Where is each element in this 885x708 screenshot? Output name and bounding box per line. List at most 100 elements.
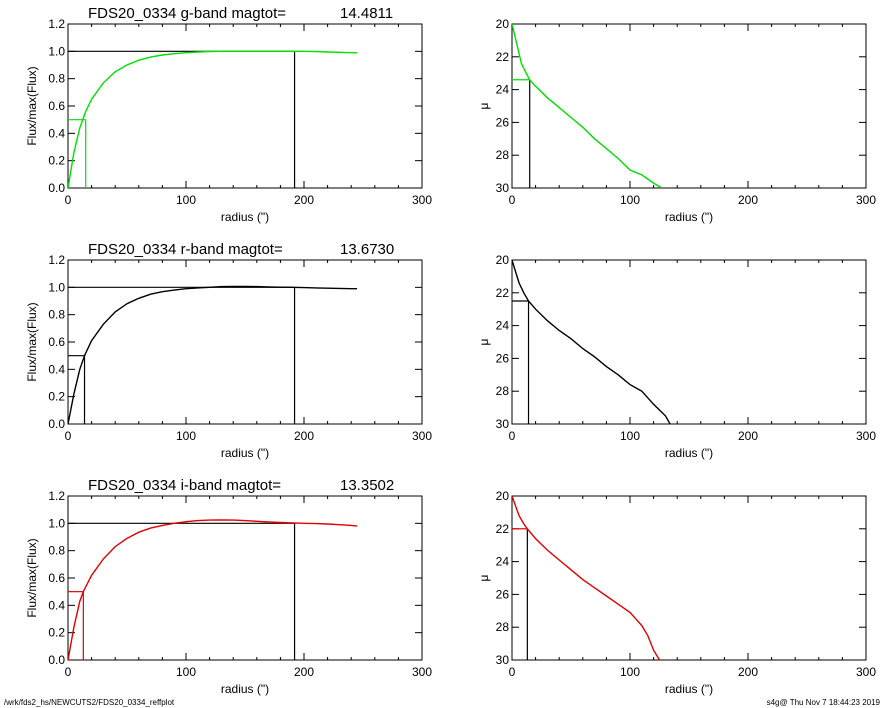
r-surface-brightness-frame: [511, 259, 867, 425]
r-surface-brightness-xtick-label: 200: [738, 429, 758, 443]
i-growth-curve-ylabel: Flux/max(Flux): [25, 538, 39, 617]
g-surface-brightness-ytick-label: 28: [496, 148, 510, 162]
i-growth-curve-series-line: [68, 519, 358, 660]
r-growth-curve-ytick-label: 0.4: [48, 362, 65, 376]
i-growth-curve-ytick-label: 0.6: [48, 571, 65, 585]
r-growth-curve-ytick-label: 1.0: [48, 280, 65, 294]
i-surface-brightness-series-line: [512, 496, 661, 660]
r-surface-brightness-series-line: [512, 260, 671, 424]
r-growth-curve-panel: 0 100 200 300 0.0 0.2 0.4 0.6 0.8 1.0 1.2 radius ("…: [25, 241, 432, 460]
i-growth-curve-xtick-label: 300: [412, 665, 432, 679]
r-growth-curve-ytick-label: 0.0: [48, 417, 65, 431]
r-surface-brightness-ytick-label: 26: [496, 351, 510, 365]
g-growth-curve-xtick-label: 300: [412, 193, 432, 207]
g-surface-brightness-ylabel: μ: [477, 102, 491, 109]
g-growth-curve-title: FDS20_0334 g-band magtot=: [88, 5, 286, 22]
r-growth-curve-title: FDS20_0334 r-band magtot=: [88, 241, 283, 258]
g-surface-brightness-ytick-label: 30: [496, 181, 510, 195]
g-growth-curve-frame: [67, 23, 423, 189]
r-growth-curve-ytick-label: 0.8: [48, 308, 65, 322]
i-growth-curve-ytick-label: 0.8: [48, 544, 65, 558]
r-growth-curve-ytick-label: 0.6: [48, 335, 65, 349]
g-surface-brightness-ytick-label: 24: [496, 83, 510, 97]
g-growth-curve-ytick-label: 1.0: [48, 44, 65, 58]
r-growth-curve-xtick-label: 200: [294, 429, 314, 443]
footer-timestamp: s4g@ Thu Nov 7 18:44:23 2019: [767, 698, 881, 707]
i-surface-brightness-frame: [511, 495, 867, 661]
i-surface-brightness-xtick-label: 0: [509, 665, 516, 679]
i-growth-curve-ytick-label: 1.2: [48, 489, 65, 503]
r-growth-curve-xtick-label: 300: [412, 429, 432, 443]
r-growth-curve-magtot: 13.6730: [340, 241, 394, 258]
i-growth-curve-ytick-label: 1.0: [48, 516, 65, 530]
i-surface-brightness-ytick-label: 24: [496, 555, 510, 569]
i-surface-brightness-xlabel: radius ("): [665, 682, 713, 696]
r-surface-brightness-ytick-label: 28: [496, 384, 510, 398]
g-surface-brightness-xtick-label: 0: [509, 193, 516, 207]
g-surface-brightness-xtick-label: 300: [856, 193, 876, 207]
i-surface-brightness-ytick-label: 28: [496, 620, 510, 634]
g-surface-brightness-xtick-label: 100: [620, 193, 640, 207]
r-surface-brightness-xlabel: radius ("): [665, 446, 713, 460]
i-surface-brightness-xtick-label: 200: [738, 665, 758, 679]
r-surface-brightness-ytick-label: 22: [496, 286, 510, 300]
i-growth-curve-panel: 0 100 200 300 0.0 0.2 0.4 0.6 0.8 1.0 1.2 radius ("…: [25, 477, 432, 696]
g-growth-curve-xtick-label: 200: [294, 193, 314, 207]
r-surface-brightness-xtick-label: 300: [856, 429, 876, 443]
g-growth-curve-ytick-label: 0.6: [48, 99, 65, 113]
g-growth-curve-magtot: 14.4811: [340, 5, 393, 22]
i-surface-brightness-ytick-label: 30: [496, 653, 510, 667]
i-surface-brightness-ytick-label: 22: [496, 522, 510, 536]
i-growth-curve-magtot: 13.3502: [340, 477, 394, 494]
g-surface-brightness-panel: 0 100 200 300 20 22 24 26 28 30 radius (") μ: [477, 17, 876, 224]
r-growth-curve-xtick-label: 0: [65, 429, 72, 443]
r-surface-brightness-xtick-label: 0: [509, 429, 516, 443]
i-growth-curve-xtick-label: 200: [294, 665, 314, 679]
g-surface-brightness-frame: [511, 23, 867, 189]
r-surface-brightness-xtick-label: 100: [620, 429, 640, 443]
i-surface-brightness-xtick-label: 100: [620, 665, 640, 679]
i-growth-curve-title: FDS20_0334 i-band magtot=: [88, 477, 281, 494]
g-growth-curve-ylabel: Flux/max(Flux): [25, 66, 39, 145]
g-surface-brightness-series-line: [512, 24, 663, 188]
g-growth-curve-ytick-label: 0.2: [48, 154, 65, 168]
i-growth-curve-xlabel: radius ("): [221, 682, 269, 696]
i-surface-brightness-ytick-label: 20: [496, 489, 510, 503]
i-growth-curve-xtick-label: 100: [176, 665, 196, 679]
i-growth-curve-xtick-label: 0: [65, 665, 72, 679]
g-surface-brightness-xlabel: radius ("): [665, 210, 713, 224]
g-surface-brightness-ytick-label: 26: [496, 115, 510, 129]
g-growth-curve-ytick-label: 0.8: [48, 72, 65, 86]
g-surface-brightness-xtick-label: 200: [738, 193, 758, 207]
i-surface-brightness-xtick-label: 300: [856, 665, 876, 679]
g-growth-curve-ytick-label: 0.4: [48, 126, 65, 140]
r-growth-curve-ytick-label: 1.2: [48, 253, 65, 267]
g-growth-curve-ytick-label: 0.0: [48, 181, 65, 195]
footer-path: /wrk/fds2_hs/NEWCUTS2/FDS20_0334_reffplo…: [4, 698, 175, 707]
i-growth-curve-ytick-label: 0.4: [48, 598, 65, 612]
r-growth-curve-xlabel: radius ("): [221, 446, 269, 460]
i-growth-curve-ytick-label: 0.0: [48, 653, 65, 667]
g-surface-brightness-ytick-label: 22: [496, 50, 510, 64]
g-growth-curve-xtick-label: 100: [176, 193, 196, 207]
r-growth-curve-xtick-label: 100: [176, 429, 196, 443]
i-surface-brightness-ytick-label: 26: [496, 587, 510, 601]
i-surface-brightness-ylabel: μ: [477, 574, 491, 581]
g-growth-curve-series-line: [68, 50, 358, 188]
r-growth-curve-ylabel: Flux/max(Flux): [25, 302, 39, 381]
r-surface-brightness-ytick-label: 20: [496, 253, 510, 267]
r-surface-brightness-ytick-label: 30: [496, 417, 510, 431]
g-growth-curve-xlabel: radius ("): [221, 210, 269, 224]
r-growth-curve-frame: [67, 259, 423, 425]
i-growth-curve-ytick-label: 0.2: [48, 626, 65, 640]
r-growth-curve-ytick-label: 0.2: [48, 390, 65, 404]
i-surface-brightness-panel: 0 100 200 300 20 22 24 26 28 30 radius (") μ: [477, 489, 876, 696]
g-growth-curve-panel: 0 100 200 300 0.0 0.2 0.4 0.6 0.8 1.0 1.2 radius ("…: [25, 5, 432, 224]
r-surface-brightness-ytick-label: 24: [496, 319, 510, 333]
g-growth-curve-ytick-label: 1.2: [48, 17, 65, 31]
g-growth-curve-xtick-label: 0: [65, 193, 72, 207]
r-surface-brightness-panel: 0 100 200 300 20 22 24 26 28 30 radius (") μ: [477, 253, 876, 460]
g-surface-brightness-ytick-label: 20: [496, 17, 510, 31]
r-growth-curve-series-line: [68, 285, 358, 424]
